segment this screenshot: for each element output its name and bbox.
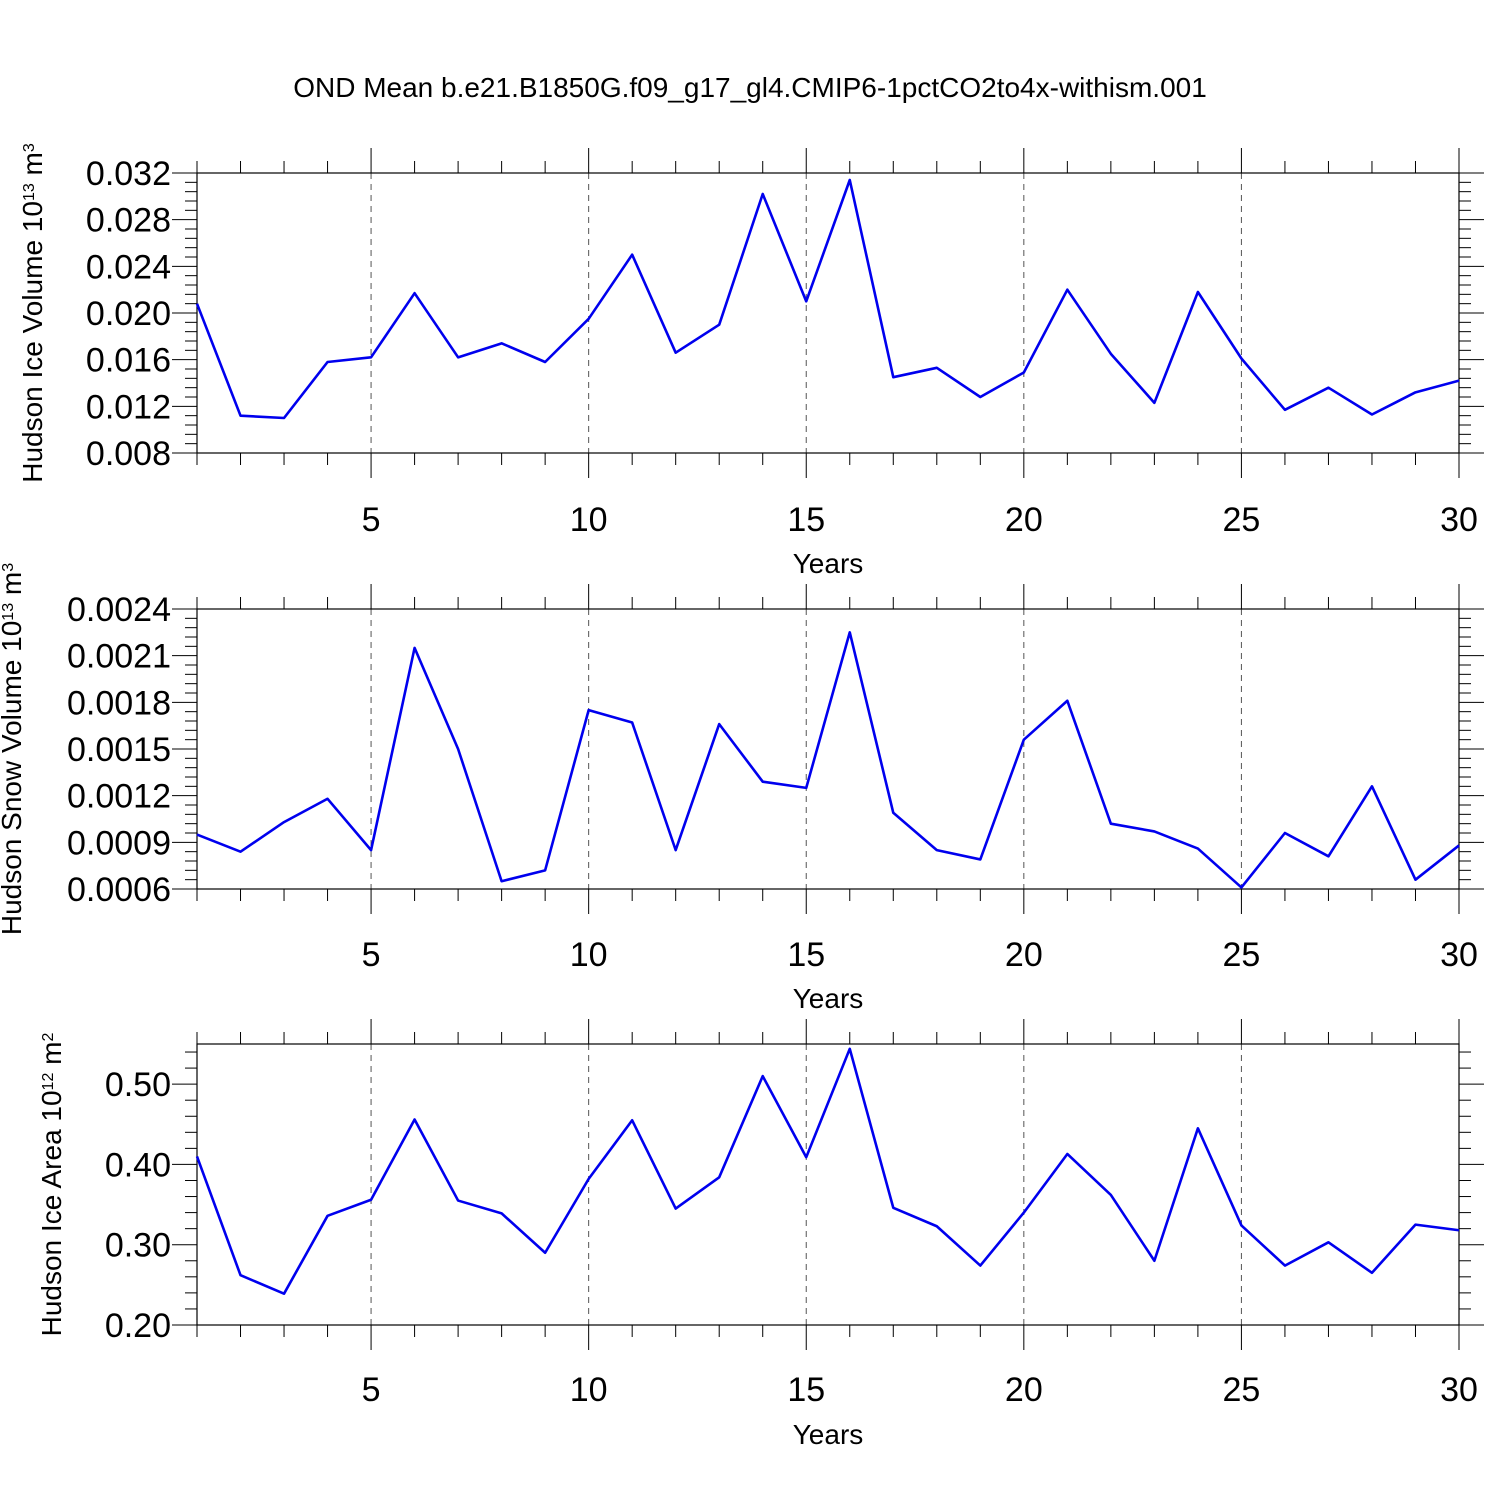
panel-1-y-tick-label: 0.020: [86, 295, 171, 333]
panel-3-x-tick-label: 15: [787, 1371, 825, 1409]
panel-2-x-tick-label: 15: [787, 936, 825, 974]
panel-2-y-tick-label: 0.0024: [67, 591, 171, 629]
panel-3-x-tick-label: 10: [570, 1371, 608, 1409]
y-axis-title-superscript: 12: [40, 1073, 57, 1091]
panel-3-y-tick-label: 0.50: [105, 1066, 171, 1104]
panel-2-y-tick-label: 0.0021: [67, 638, 171, 676]
panel-3-x-axis-title: Years: [793, 1419, 864, 1450]
panel-2-y-tick-label: 0.0018: [67, 684, 171, 722]
panel-2-x-tick-label: 25: [1222, 936, 1260, 974]
panel-3-y-tick-label: 0.40: [105, 1146, 171, 1184]
panel-3-x-tick-label: 25: [1222, 1371, 1260, 1409]
panel-1-y-tick-label: 0.012: [86, 388, 171, 426]
panel-2-y-tick-label: 0.0009: [67, 824, 171, 862]
y-axis-title-superscript: 3: [21, 143, 38, 152]
panel-2-y-tick-label: 0.0006: [67, 871, 171, 909]
panel-3-x-tick-label: 5: [362, 1371, 381, 1409]
panel-1-y-tick-label: 0.028: [86, 202, 171, 240]
y-axis-title-superscript: 3: [0, 563, 17, 572]
panel-3-plot-frame: [196, 1043, 1460, 1326]
panel-2-x-axis-title: Years: [793, 983, 864, 1014]
panel-1-y-tick-label: 0.016: [86, 342, 171, 380]
panel-3-x-tick-label: 30: [1440, 1371, 1478, 1409]
y-axis-title-part: Hudson Ice Area 10: [36, 1090, 67, 1336]
panel-2-x-tick-label: 30: [1440, 936, 1478, 974]
y-axis-title-superscript: 13: [21, 183, 38, 201]
y-axis-title-superscript: 2: [40, 1033, 57, 1042]
panel-1-y-axis-title: Hudson Ice Volume 1013 m3: [17, 143, 48, 483]
page-title: OND Mean b.e21.B1850G.f09_g17_gl4.CMIP6-…: [293, 72, 1207, 103]
panel-2-plot-frame: [196, 608, 1460, 890]
panel-2-x-tick-label: 5: [362, 936, 381, 974]
panel-3-y-tick-label: 0.20: [105, 1307, 171, 1345]
panel-1-x-axis-title: Years: [793, 548, 864, 579]
y-axis-title-superscript: 13: [0, 603, 17, 621]
panel-2-x-tick-label: 20: [1005, 936, 1043, 974]
panel-1-plot-frame: [196, 172, 1460, 454]
y-axis-title-part: m: [17, 152, 48, 183]
panel-1-x-tick-label: 5: [362, 501, 381, 539]
panel-1-y-tick-label: 0.032: [86, 155, 171, 193]
y-axis-title-part: Hudson Snow Volume 10: [0, 621, 27, 935]
y-axis-title-part: m: [0, 572, 27, 603]
panel-2-y-tick-label: 0.0012: [67, 778, 171, 816]
panel-1-y-tick-label: 0.008: [86, 435, 171, 473]
panel-3-series-line: [195, 1047, 1460, 1295]
panel-1-series-line: [195, 178, 1460, 420]
panel-1-x-tick-label: 25: [1222, 501, 1260, 539]
panel-2-y-tick-label: 0.0015: [67, 731, 171, 769]
panel-1-y-tick-label: 0.024: [86, 248, 171, 286]
panel-2-y-axis-title: Hudson Snow Volume 1013 m3: [0, 563, 27, 935]
panel-3-y-tick-label: 0.30: [105, 1227, 171, 1265]
y-axis-title-part: m: [36, 1042, 67, 1073]
panel-2-x-tick-label: 10: [570, 936, 608, 974]
panel-1-x-tick-label: 20: [1005, 501, 1043, 539]
panel-1-x-tick-label: 30: [1440, 501, 1478, 539]
panel-2-series-line: [196, 631, 1460, 889]
y-axis-title-part: Hudson Ice Volume 10: [17, 201, 48, 483]
panel-1-x-tick-label: 10: [570, 501, 608, 539]
panel-3-x-tick-label: 20: [1005, 1371, 1043, 1409]
panel-1-x-tick-label: 15: [787, 501, 825, 539]
panel-3-y-axis-title: Hudson Ice Area 1012 m2: [36, 1033, 67, 1337]
